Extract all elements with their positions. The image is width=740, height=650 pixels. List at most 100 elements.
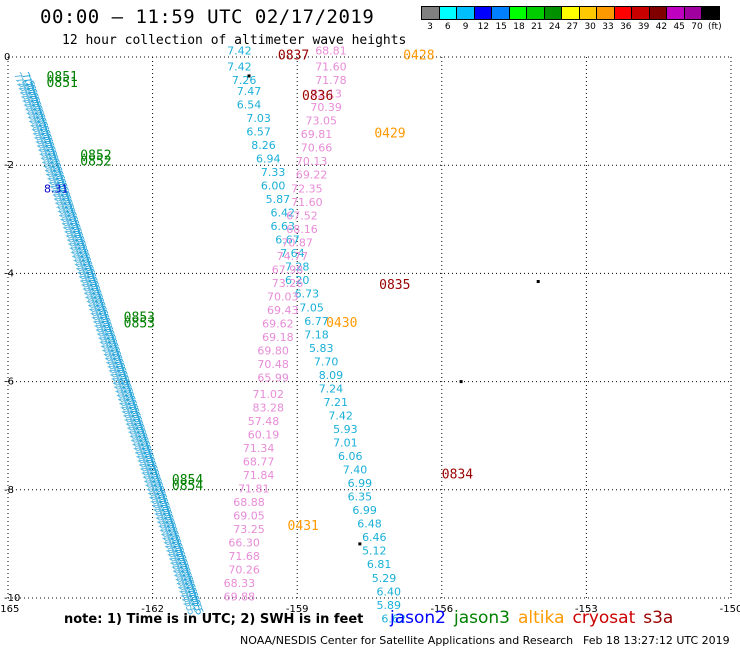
wave-height-point: 6.48 (357, 518, 382, 531)
wave-height-point: 72.35 (291, 182, 323, 195)
color-scale-label: 9 (462, 22, 469, 32)
wave-height-point: 6.67 (275, 234, 300, 247)
wave-height-point: 70.39 (310, 101, 342, 114)
wave-height-point: 66.30 (228, 537, 260, 550)
time-label: 0853 (124, 317, 155, 332)
wave-height-point: 7.64 (280, 247, 305, 260)
wave-height-point: 69.62 (262, 318, 294, 331)
x-tick-label: -165 (0, 604, 19, 615)
color-scale-label: 3 (427, 22, 433, 32)
wave-height-point: 6.94 (256, 152, 281, 165)
wave-height-point: 6.99 (352, 504, 377, 517)
wave-height-point: 67.52 (286, 209, 318, 222)
wave-height-point: 69.88 (224, 591, 256, 604)
wave-height-point: 7.42 (227, 61, 252, 74)
color-scale-label: 33 (602, 22, 614, 32)
color-scale-labels: 3 6 9 12 15 18 21 24 27 30 33 36 39 42 45 70 (ft) (421, 22, 740, 36)
wave-height-point: 71.81 (238, 483, 270, 496)
y-tick-label: -4 (4, 268, 14, 279)
legend-entry: jason2 (390, 608, 446, 628)
wave-height-point: 7.01 (333, 437, 358, 450)
color-scale-label: 21 (531, 22, 543, 32)
wave-height-point: 71.60 (315, 61, 347, 74)
generation-timestamp: Feb 18 13:27:12 UTC 2019 (583, 634, 730, 647)
color-scale-label: 45 (673, 22, 685, 32)
color-scale-label: 27 (566, 22, 579, 32)
color-scale-label: 24 (548, 22, 561, 32)
x-tick-label: -156 (430, 604, 453, 615)
wave-height-point: 8.31 (44, 182, 69, 195)
y-tick-label: -6 (4, 377, 14, 388)
chart-title: 00:00 — 11:59 UTC 02/17/2019 (40, 6, 375, 28)
wave-height-point: 70.66 (301, 142, 333, 155)
y-tick-label: -10 (4, 593, 20, 604)
color-scale-label: 70 (691, 22, 703, 32)
satellite-track-layer: 7.57.57.57.57.57.57.57.57.57.57.57.57.57… (11, 71, 205, 618)
color-scale-label: (ft) (708, 22, 722, 32)
wave-height-point: 69.43 (267, 304, 299, 317)
time-label: 0836 (302, 89, 333, 104)
wave-height-point: 69.81 (301, 128, 333, 141)
wave-height-point: 69.18 (262, 331, 294, 344)
color-scale-label: 12 (477, 22, 490, 32)
wave-height-point: 71.60 (291, 196, 323, 209)
color-scale-label: 36 (620, 22, 632, 32)
wave-height-point: 7.18 (304, 328, 329, 341)
wave-height-point: 69.05 (233, 510, 265, 523)
wave-height-point: 7.70 (314, 355, 339, 368)
wave-height-point: 69.22 (296, 169, 328, 182)
wave-height-point: 7.40 (343, 464, 368, 477)
wave-height-point: 5.89 (377, 599, 402, 612)
wave-height-point: 6.81 (367, 558, 392, 571)
wave-height-point: 68.33 (224, 577, 256, 590)
wave-height-point: 70.03 (267, 290, 299, 303)
credit-text: NOAA/NESDIS Center for Satellite Applica… (240, 634, 574, 647)
wave-height-point: 6.73 (295, 288, 320, 301)
wave-height-point: 7.24 (319, 382, 344, 395)
wave-height-point: 71.78 (315, 74, 347, 87)
time-label: 0834 (442, 468, 473, 483)
satellite-legend: jason2 jason3 altika cryosat s3a (390, 608, 681, 628)
wave-height-point: 68.81 (315, 44, 347, 57)
wave-height-point: 6.63 (270, 220, 295, 233)
wave-height-point: 8.09 (319, 369, 344, 382)
color-scale-label: 18 (513, 22, 525, 32)
land-mark (358, 542, 362, 546)
time-label: 0854 (172, 479, 203, 494)
color-scale-label: 39 (637, 22, 650, 32)
land-mark (536, 280, 540, 284)
chart-subtitle: 12 hour collection of altimeter wave hei… (62, 33, 407, 48)
wave-height-point: 60.19 (248, 428, 280, 441)
wave-height-point: 8.26 (251, 139, 276, 152)
wave-height-point: 70.26 (228, 564, 260, 577)
wave-height-point: 5.87 (266, 193, 291, 206)
wave-height-point: 7.47 (237, 85, 262, 98)
wave-height-point: 6.62 (381, 612, 406, 625)
color-scale-swatch (701, 6, 720, 20)
axis-tick-labels-layer: -165 -162 -159 -156 -153 -150 0 -2 -4 -6 -8 -10 (0, 52, 740, 615)
wave-height-point: 6.42 (270, 207, 295, 220)
wave-height-point: 6.06 (338, 450, 363, 463)
wave-height-point: 6.20 (285, 274, 310, 287)
time-label: 0852 (80, 154, 111, 169)
wave-height-point: 68.77 (243, 455, 275, 468)
legend-entry: altika (518, 608, 565, 628)
wave-height-point: 57.48 (248, 415, 280, 428)
color-scale-label: 15 (495, 22, 507, 32)
color-scale-label: 6 (444, 22, 451, 32)
legend-entry: jason3 (454, 608, 510, 628)
wave-height-point: 6.35 (348, 491, 373, 504)
time-label: 0854 (172, 473, 203, 488)
legend-entry: cryosat (572, 608, 636, 628)
wave-height-point: 72.13 (310, 88, 342, 101)
wave-height-point: 70.87 (281, 236, 313, 249)
wave-height-point: 70.13 (296, 155, 328, 168)
wave-height-point: 71.34 (243, 442, 275, 455)
wave-height-point: 69.80 (257, 345, 289, 358)
wave-height-point: 7.33 (261, 166, 286, 179)
wave-height-point: 5.12 (362, 545, 387, 558)
time-label: 0428 (403, 48, 434, 63)
wave-height-point: 73.25 (233, 523, 265, 536)
